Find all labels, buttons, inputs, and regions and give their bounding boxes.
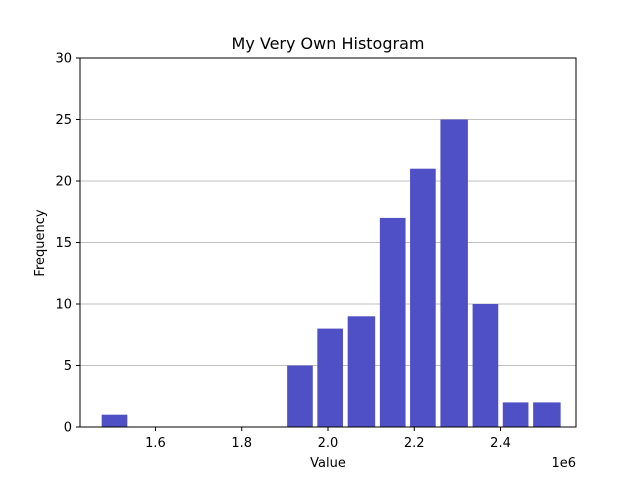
bars <box>101 119 561 427</box>
histogram-bar-14 <box>533 402 561 427</box>
histogram-bar-9 <box>379 217 406 427</box>
histogram-bar-12 <box>472 304 499 427</box>
y-tick-label-4: 20 <box>55 175 72 190</box>
y-tick-label-3: 15 <box>55 236 72 251</box>
x-axis-offset-label: 1e6 <box>551 456 576 471</box>
y-tick-label-0: 0 <box>64 421 72 436</box>
x-tick-label-0: 1.6 <box>145 436 166 451</box>
histogram-bar-8 <box>347 316 376 427</box>
x-axis-label: Value <box>310 456 346 471</box>
histogram-bar-6 <box>287 365 313 427</box>
x-axis: 1.6 1.8 2.0 2.2 2.4 <box>145 427 511 451</box>
y-axis-label: Frequency <box>33 209 48 276</box>
y-tick-label-1: 5 <box>64 359 72 374</box>
histogram-bar-10 <box>410 168 436 427</box>
x-tick-label-3: 2.2 <box>404 436 425 451</box>
x-tick-label-4: 2.4 <box>490 436 511 451</box>
histogram-bar-13 <box>502 402 529 427</box>
y-tick-label-2: 10 <box>55 298 72 313</box>
histogram-bar-0 <box>101 414 128 427</box>
y-tick-label-5: 25 <box>55 113 72 128</box>
chart-title: My Very Own Histogram <box>232 34 425 53</box>
y-axis: 0 5 10 15 20 25 30 <box>55 52 80 436</box>
x-tick-label-1: 1.8 <box>231 436 252 451</box>
y-tick-label-6: 30 <box>55 52 72 67</box>
histogram-bar-11 <box>440 119 468 427</box>
histogram-bar-7 <box>317 328 343 427</box>
x-tick-label-2: 2.0 <box>318 436 339 451</box>
